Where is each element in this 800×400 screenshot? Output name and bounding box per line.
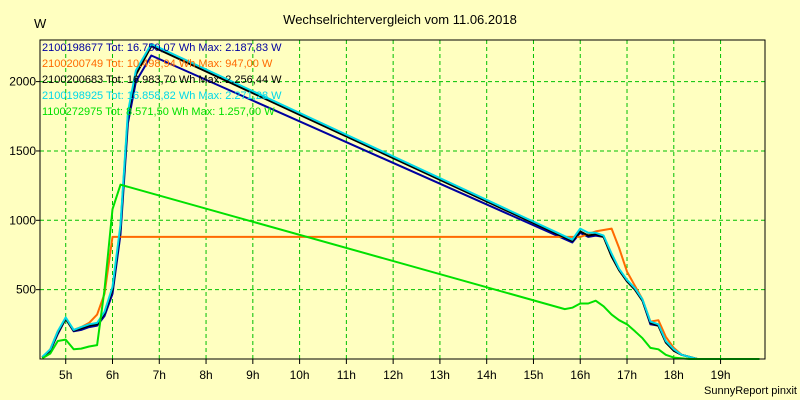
legend: 2100198677 Tot: 16.750,07 Wh Max: 2.187,…: [42, 42, 282, 118]
x-tick-label-6: 11h: [337, 368, 356, 382]
y-tick-label-3: 2000: [9, 75, 36, 89]
credit-label: SunnyReport pinxit: [704, 385, 797, 397]
chart-title: Wechselrichtervergleich vom 11.06.2018: [283, 12, 517, 27]
series-lines: [41, 43, 760, 360]
x-tick-label-8: 13h: [430, 368, 450, 382]
grid: [40, 40, 765, 359]
x-tick-label-4: 9h: [246, 368, 259, 382]
tick-labels: 5h 6h 7h 8h 9h 10h 11h 12h 13h 14h 15h 16h 17h 18h 19h…: [9, 75, 730, 382]
x-tick-label-14: 19h: [711, 368, 731, 382]
plot-frame: [39, 39, 766, 360]
series-line-4: [41, 183, 760, 360]
y-axis-unit: W: [34, 16, 47, 31]
x-tick-label-0: 5h: [59, 368, 72, 382]
legend-entry-4: 1100272975 Tot: 8.571,50 Wh Max: 1.257,0…: [42, 106, 275, 118]
x-tick-label-5: 10h: [290, 368, 310, 382]
x-tick-label-3: 8h: [199, 368, 212, 382]
x-tick-label-10: 15h: [523, 368, 543, 382]
y-tick-label-1: 1000: [9, 213, 36, 227]
legend-entry-3: 2100198925 Tot: 16.858,82 Wh Max: 2.271,…: [42, 90, 282, 102]
y-tick-label-0: 500: [16, 283, 36, 297]
x-tick-label-7: 12h: [383, 368, 403, 382]
legend-entry-2: 2100200683 Tot: 16.983,70 Wh Max: 2.256,…: [42, 74, 282, 86]
legend-entry-0: 2100198677 Tot: 16.750,07 Wh Max: 2.187,…: [42, 42, 282, 54]
series-line-1: [41, 227, 760, 360]
x-tick-label-1: 6h: [106, 368, 119, 382]
x-tick-label-12: 17h: [617, 368, 637, 382]
x-tick-label-11: 16h: [570, 368, 590, 382]
series-line-3: [41, 43, 760, 360]
legend-entry-1: 2100200749 Tot: 10.498,94 Wh Max: 947,00…: [42, 58, 273, 70]
x-tick-label-2: 7h: [153, 368, 166, 382]
y-tick-label-2: 1500: [9, 144, 36, 158]
x-tick-label-13: 18h: [664, 368, 684, 382]
x-tick-label-9: 14h: [477, 368, 497, 382]
